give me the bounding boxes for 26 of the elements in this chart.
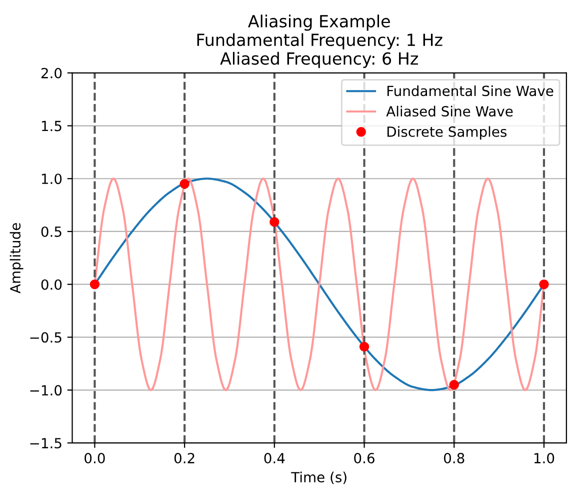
- y-tick-label: 0.0: [41, 279, 62, 290]
- y-tick-label: −1.0: [30, 385, 62, 396]
- legend-label: Fundamental Sine Wave: [387, 85, 554, 96]
- point: [270, 217, 280, 227]
- point: [449, 380, 459, 390]
- x-tick-label: 1.0: [534, 452, 554, 464]
- x-tick-label: 0.6: [354, 452, 374, 464]
- point: [90, 279, 100, 290]
- x-tick-label: 0.2: [174, 452, 194, 464]
- y-tick-label: 2.0: [41, 68, 62, 78]
- x-axis-title: Time (s): [291, 472, 346, 484]
- y-axis-title: Amplitude: [10, 223, 24, 294]
- y-tick-label: 1.5: [42, 120, 62, 132]
- y-tick-label: −0.5: [30, 332, 62, 343]
- chart-title: Aliasing Example Fundamental Frequency: 1 Hz Aliased Frequency: 6 Hz: [197, 14, 442, 68]
- point: [359, 342, 370, 352]
- y-tick-label: 1.0: [42, 174, 62, 184]
- point: [539, 279, 549, 290]
- x-tick-label: 0.8: [444, 452, 464, 464]
- point: [180, 179, 190, 189]
- y-tick-label: −1.5: [30, 438, 62, 448]
- x-tick-label: 0.4: [264, 452, 285, 464]
- legend-label: Discrete Samples: [387, 126, 507, 140]
- x-tick-label: 0.0: [84, 452, 105, 464]
- legend-label: Aliased Sine Wave: [386, 106, 513, 117]
- y-tick-label: 0.5: [41, 226, 62, 237]
